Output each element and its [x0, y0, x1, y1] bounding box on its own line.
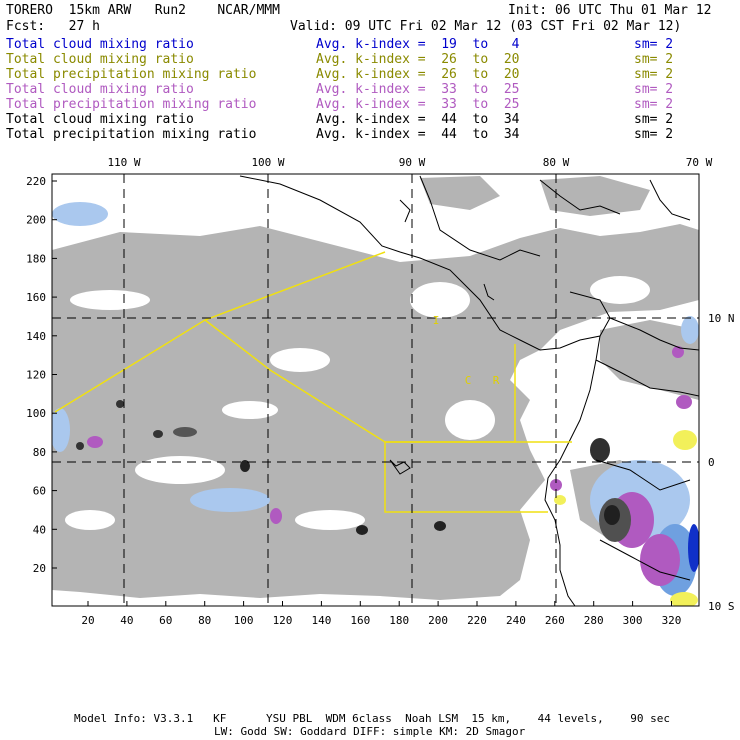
latitude-label: 10 S [708, 600, 735, 613]
x-tick-labels: 20 40 60 80 100 120 140 160 180 200 220 240 260 280 30… [81, 614, 681, 627]
y-tick-label: 200 [26, 214, 46, 227]
model-title: TORERO 15km ARW Run2 NCAR/MMM [6, 3, 280, 18]
legend-kindex-range: Avg. k-index = 19 to 4 [316, 37, 520, 52]
legend-field-name: Total cloud mixing ratio [6, 112, 194, 127]
longitude-labels: 110 W 100 W 90 W 80 W 70 W [107, 156, 712, 169]
region-label: R [493, 374, 500, 387]
x-tick-label: 320 [662, 614, 682, 627]
legend-field-name: Total cloud mixing ratio [6, 37, 194, 52]
model-info: Model Info: V3.3.1 KF YSU PBL WDM 6class… [74, 712, 671, 725]
lat-lon-grid [52, 174, 699, 606]
y-tick-label: 140 [26, 330, 46, 343]
latitude-labels: 10 N 0 10 S [708, 312, 735, 613]
x-tick-label: 140 [311, 614, 331, 627]
longitude-label: 110 W [107, 156, 140, 169]
x-tick-label: 240 [506, 614, 526, 627]
legend-row: Total cloud mixing ratio Avg. k-index = 4… [6, 112, 726, 127]
legend-kindex-range: Avg. k-index = 26 to 20 [316, 67, 520, 82]
map-frame [51, 173, 700, 607]
legend-row: Total precipitation mixing ratio Avg. k-i… [6, 67, 726, 82]
legend-smoothing: sm= 2 [634, 67, 674, 82]
legend-field-name: Total precipitation mixing ratio [6, 97, 257, 112]
legend-kindex-range: Avg. k-index = 26 to 20 [316, 52, 520, 67]
legend-smoothing: sm= 2 [634, 97, 674, 112]
legend-smoothing: sm= 2 [634, 127, 674, 142]
legend-field-name: Total cloud mixing ratio [6, 82, 194, 97]
legend-kindex-range: Avg. k-index = 33 to 25 [316, 82, 520, 97]
x-tick-label: 180 [389, 614, 409, 627]
latitude-label: 10 N [708, 312, 735, 325]
legend-smoothing: sm= 2 [634, 82, 674, 97]
x-tick-label: 60 [159, 614, 172, 627]
longitude-label: 70 W [686, 156, 713, 169]
x-tick-label: 280 [584, 614, 604, 627]
y-tick-label: 120 [26, 369, 46, 382]
cloud-field [52, 176, 699, 606]
y-tick-label: 220 [26, 175, 46, 188]
x-tick-label: 300 [623, 614, 643, 627]
region-label: C [465, 374, 472, 387]
x-tick-label: 200 [428, 614, 448, 627]
legend-field-name: Total precipitation mixing ratio [6, 127, 257, 142]
coastlines [239, 175, 699, 606]
x-tick-label: 40 [120, 614, 133, 627]
x-tick-label: 260 [545, 614, 565, 627]
legend-row: Total cloud mixing ratio Avg. k-index = 3… [6, 82, 726, 97]
x-tick-label: 160 [350, 614, 370, 627]
legend-field-name: Total precipitation mixing ratio [6, 67, 257, 82]
legend-smoothing: sm= 2 [634, 37, 674, 52]
x-tick-label: 220 [467, 614, 487, 627]
y-tick-label: 160 [26, 291, 46, 304]
legend-row: Total cloud mixing ratio Avg. k-index = 1… [6, 37, 726, 52]
region-labels: I C R [433, 314, 500, 387]
legend-field-name: Total cloud mixing ratio [6, 52, 194, 67]
legend-row: Total precipitation mixing ratio Avg. k-i… [6, 127, 726, 142]
y-tick-label: 180 [26, 252, 46, 265]
legend-row: Total cloud mixing ratio Avg. k-index = 2… [6, 52, 726, 67]
legend-kindex-range: Avg. k-index = 44 to 34 [316, 127, 520, 142]
y-tick-label: 40 [33, 523, 46, 536]
y-tick-label: 20 [33, 562, 46, 575]
y-tick-label: 100 [26, 407, 46, 420]
longitude-label: 80 W [543, 156, 570, 169]
forecast-hour: Fcst: 27 h [6, 19, 100, 34]
legend-smoothing: sm= 2 [634, 52, 674, 67]
valid-time: Valid: 09 UTC Fri 02 Mar 12 (03 CST Fri … [290, 19, 682, 34]
x-tick-label: 20 [81, 614, 94, 627]
y-tick-label: 60 [33, 485, 46, 498]
x-tick-label: 80 [198, 614, 211, 627]
latitude-label: 0 [708, 456, 715, 469]
y-tick-label: 80 [33, 446, 46, 459]
longitude-label: 100 W [251, 156, 284, 169]
init-time: Init: 06 UTC Thu 01 Mar 12 [508, 3, 712, 18]
physics-info: LW: Godd SW: Goddard DIFF: simple KM: 2D… [214, 725, 526, 738]
x-tick-label: 100 [234, 614, 254, 627]
region-label: I [433, 314, 440, 327]
region-boundaries [54, 251, 572, 513]
legend-row: Total precipitation mixing ratio Avg. k-i… [6, 97, 726, 112]
legend-kindex-range: Avg. k-index = 44 to 34 [316, 112, 520, 127]
legend-smoothing: sm= 2 [634, 112, 674, 127]
axis-ticks [52, 180, 672, 606]
legend-kindex-range: Avg. k-index = 33 to 25 [316, 97, 520, 112]
longitude-label: 90 W [399, 156, 426, 169]
x-tick-label: 120 [273, 614, 293, 627]
y-tick-labels: 220 200 180 160 140 120 100 80 60 40 20 [26, 175, 46, 575]
